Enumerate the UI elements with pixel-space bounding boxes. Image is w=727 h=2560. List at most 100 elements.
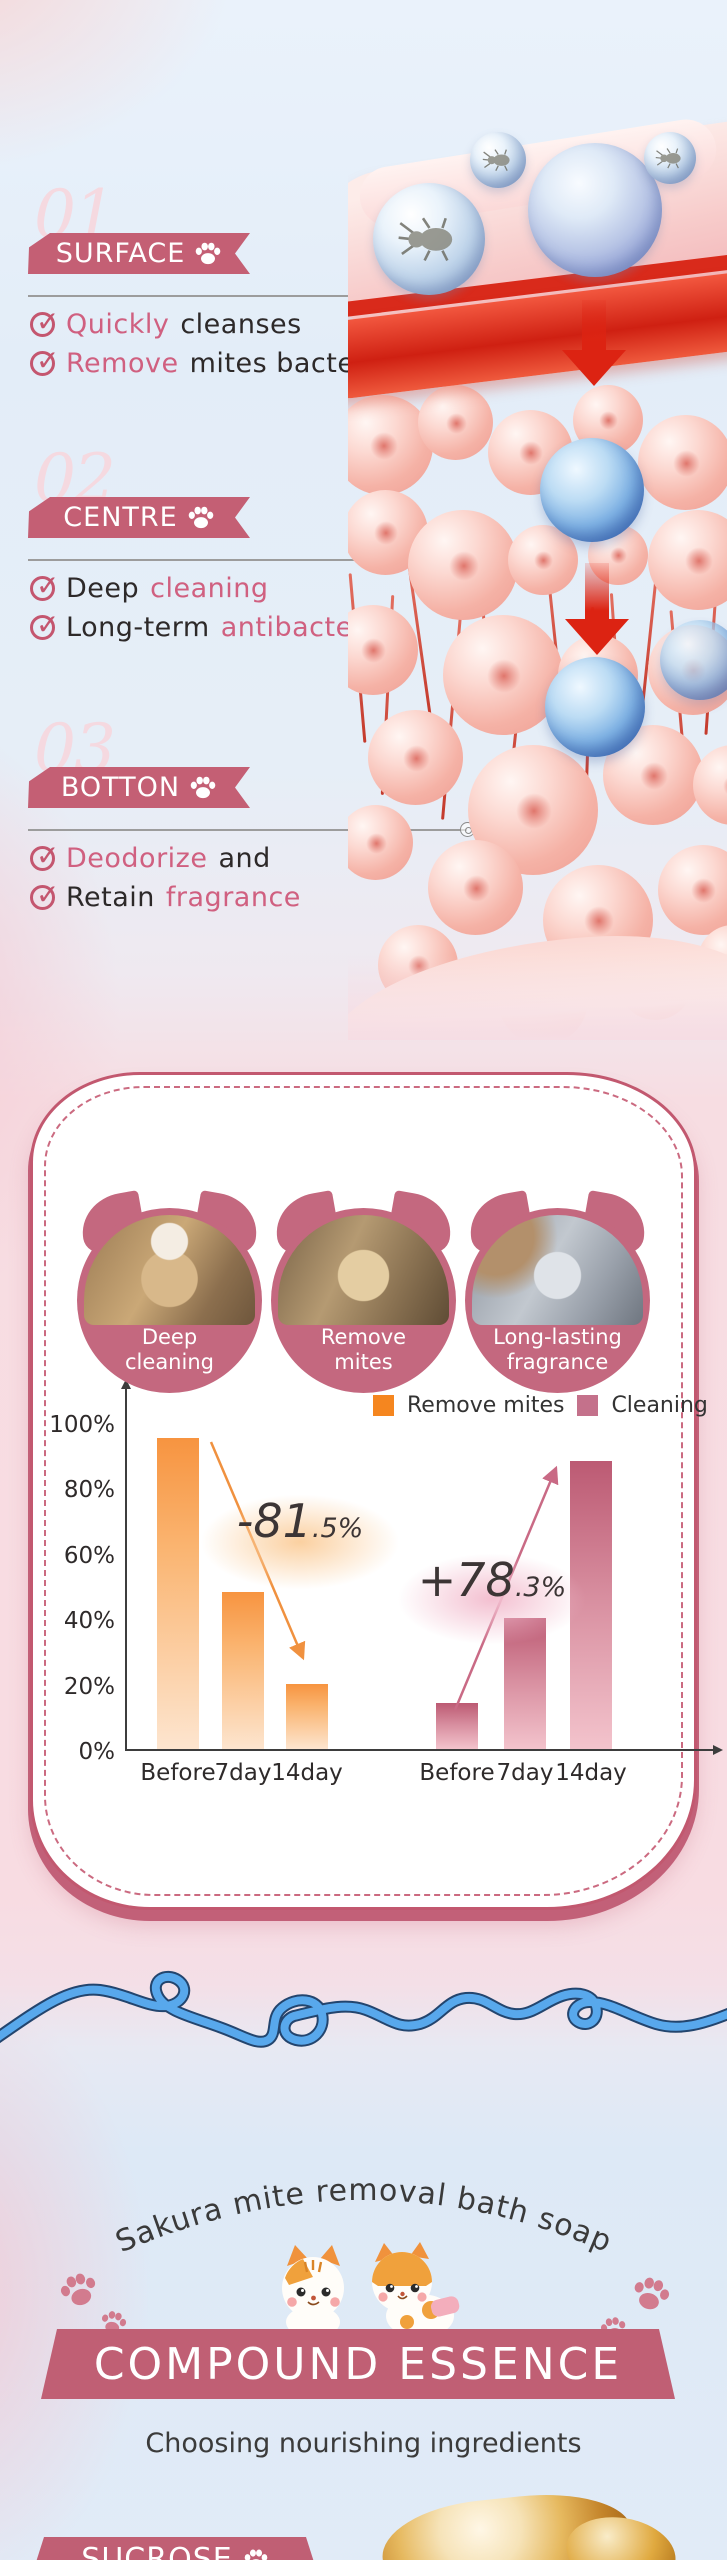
essence-sphere [660, 620, 727, 700]
squiggle-divider [0, 1970, 727, 2048]
essence-sphere [540, 438, 644, 542]
bullet-text: cleanses [180, 309, 302, 340]
penetration-arrow-icon [562, 300, 626, 386]
bar-remove-mites-7day [222, 1592, 264, 1749]
legend-label: Remove mites [407, 1393, 565, 1418]
cell-sphere [348, 605, 418, 695]
layer-section-bottom: 03 BOTTON Deodorize and Retain fragrance [28, 710, 488, 913]
cat-photo [472, 1215, 643, 1325]
x-tick-label: 14day [271, 1760, 343, 1786]
cell-sphere [368, 710, 463, 805]
layer-title: BOTTON [60, 772, 181, 803]
bullet-item: Quickly cleanses [30, 305, 460, 340]
skin-illustration [348, 95, 727, 1040]
compound-essence-banner: COMPOUND ESSENCE [41, 2329, 675, 2399]
cell-sphere [348, 805, 413, 880]
check-icon [30, 608, 59, 641]
x-tick-label: 7day [214, 1760, 272, 1786]
layer-banner-surface: SURFACE [28, 233, 250, 274]
bullet-text: and [218, 843, 271, 874]
legend-label: Cleaning [611, 1393, 708, 1418]
penetration-arrow-icon [565, 563, 629, 655]
bullet-text: Deep [66, 573, 140, 604]
check-icon [30, 344, 59, 377]
card-label: Long-lasting fragrance [465, 1325, 650, 1375]
legend-swatch-remove-mites [373, 1395, 394, 1416]
x-tick-label: 7day [496, 1760, 554, 1786]
mite-droplet [373, 183, 485, 295]
card-label: Deep cleaning [77, 1325, 262, 1375]
divider-line [28, 288, 373, 303]
bullet-list: Deodorize and Retain fragrance [30, 839, 460, 913]
annotation-cleaning: +78.3% [397, 1553, 587, 1645]
layer-banner-centre: CENTRE [28, 497, 250, 538]
cell-sphere [408, 510, 518, 620]
check-icon [30, 878, 59, 911]
essence-sphere [545, 657, 645, 757]
cell-sphere [658, 845, 727, 935]
cat-badge: Remove mites [271, 1208, 456, 1393]
annotation-main: +78 [417, 1553, 515, 1607]
paw-icon [189, 775, 217, 800]
y-tick-label: 100% [49, 1412, 115, 1438]
y-tick-label: 80% [63, 1477, 115, 1504]
cell-sphere [468, 745, 598, 875]
y-tick-label: 60% [63, 1542, 115, 1569]
feature-card-deep-cleaning: Deep cleaning [76, 1190, 263, 1393]
feature-card-fragrance: Long-lasting fragrance [464, 1190, 651, 1393]
illustration-fade [348, 955, 727, 1040]
chart-legend: Remove mites Cleaning [373, 1393, 708, 1418]
cell-sphere [428, 840, 523, 935]
cat-badge: Long-lasting fragrance [465, 1208, 650, 1393]
feature-cards: Deep cleaning Remove mites [33, 1190, 694, 1393]
bar-remove-mites-14day [286, 1683, 328, 1749]
cell-sphere [508, 525, 578, 595]
annotation-main: -81 [236, 1494, 312, 1548]
cat-badge: Deep cleaning [77, 1208, 262, 1393]
sucrose-banner: SUCROSE [30, 2537, 320, 2560]
card-label: Remove mites [271, 1325, 456, 1375]
paw-icon [243, 2548, 269, 2560]
paw-icon [187, 505, 215, 530]
card-label-line: cleaning [125, 1350, 214, 1375]
layer-banner-bottom: BOTTON [28, 767, 250, 808]
water-droplet [528, 143, 662, 277]
y-axis [121, 1379, 131, 1751]
card-label-line: Remove [320, 1325, 407, 1350]
cat-photo [278, 1215, 449, 1325]
x-tick-label: Before [419, 1760, 495, 1786]
card-label-line: mites [334, 1350, 393, 1375]
layer-title: SURFACE [55, 238, 186, 269]
section-subtitle: Choosing nourishing ingredients [145, 2428, 582, 2459]
bullet-text: Quickly [66, 309, 170, 340]
cell-sphere [638, 415, 727, 510]
annotation-remove-mites: -81.5% [200, 1494, 400, 1590]
bullet-text: cleaning [150, 573, 269, 604]
mite-droplet [470, 132, 526, 188]
check-icon [30, 305, 59, 338]
mite-droplet [644, 132, 696, 184]
card-label-line: fragrance [506, 1350, 609, 1375]
cat-photo [84, 1215, 255, 1325]
annotation-small: .5% [311, 1513, 364, 1544]
x-axis [125, 1745, 723, 1755]
y-tick-label: 20% [63, 1673, 115, 1700]
cell-sphere [418, 385, 493, 460]
bar-cleaning-Before [436, 1703, 478, 1749]
banner-title: COMPOUND ESSENCE [93, 2338, 623, 2390]
legend-swatch-cleaning [577, 1395, 599, 1416]
annotation-small: .3% [514, 1572, 567, 1603]
banner-title: SUCROSE [81, 2541, 233, 2560]
x-tick-label: 14day [555, 1760, 627, 1786]
cell-sphere [648, 510, 727, 610]
mites-cleaning-chart: 0% 20% 40% 60% 80% 100% Before 7day 14day Before 7… [49, 1379, 723, 1786]
y-tick-label: 40% [63, 1608, 115, 1635]
check-icon [30, 839, 59, 872]
feature-card-remove-mites: Remove mites [270, 1190, 457, 1393]
cartoon-cats [282, 2242, 460, 2332]
bullet-item: Deep cleaning [30, 569, 460, 604]
check-icon [30, 569, 59, 602]
arch-title-svg: Sakura mite removal bath soap [111, 2173, 617, 2260]
feature-panel: Deep cleaning Remove mites [30, 1072, 723, 1910]
